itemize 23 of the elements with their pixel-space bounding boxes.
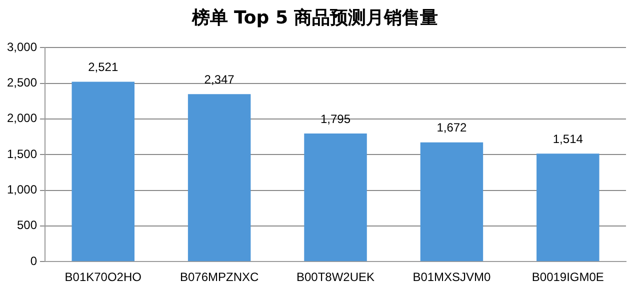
- y-tick-label: 2,000: [7, 111, 38, 126]
- x-tick-label: B01MXSJVM0: [412, 270, 492, 284]
- y-tick-label: 1,500: [7, 146, 38, 161]
- y-tick-label: 3,000: [7, 40, 38, 54]
- y-tick-label: 1,000: [7, 182, 38, 197]
- data-label: 2,347: [204, 72, 235, 86]
- x-tick-label: B0019IGM0E: [532, 270, 604, 284]
- bar: [188, 94, 251, 262]
- bar: [72, 82, 134, 262]
- data-label: 1,795: [320, 112, 351, 126]
- data-label: 2,521: [88, 60, 118, 74]
- bar: [536, 154, 600, 262]
- y-tick-label: 0: [30, 254, 38, 268]
- x-tick-label: B00T8W2UEK: [296, 270, 375, 284]
- data-label: 1,672: [436, 120, 468, 135]
- bar: [420, 142, 484, 262]
- y-tick-label: 2,500: [7, 76, 38, 90]
- x-tick-label: B076MPZNXC: [180, 270, 259, 284]
- chart-title: 榜单 Top 5 商品预测月销售量: [190, 7, 438, 28]
- x-tick-label: B01K70O2HO: [64, 270, 142, 284]
- y-tick-label: 500: [17, 218, 38, 232]
- data-label: 1,514: [552, 132, 584, 146]
- bar: [304, 134, 367, 262]
